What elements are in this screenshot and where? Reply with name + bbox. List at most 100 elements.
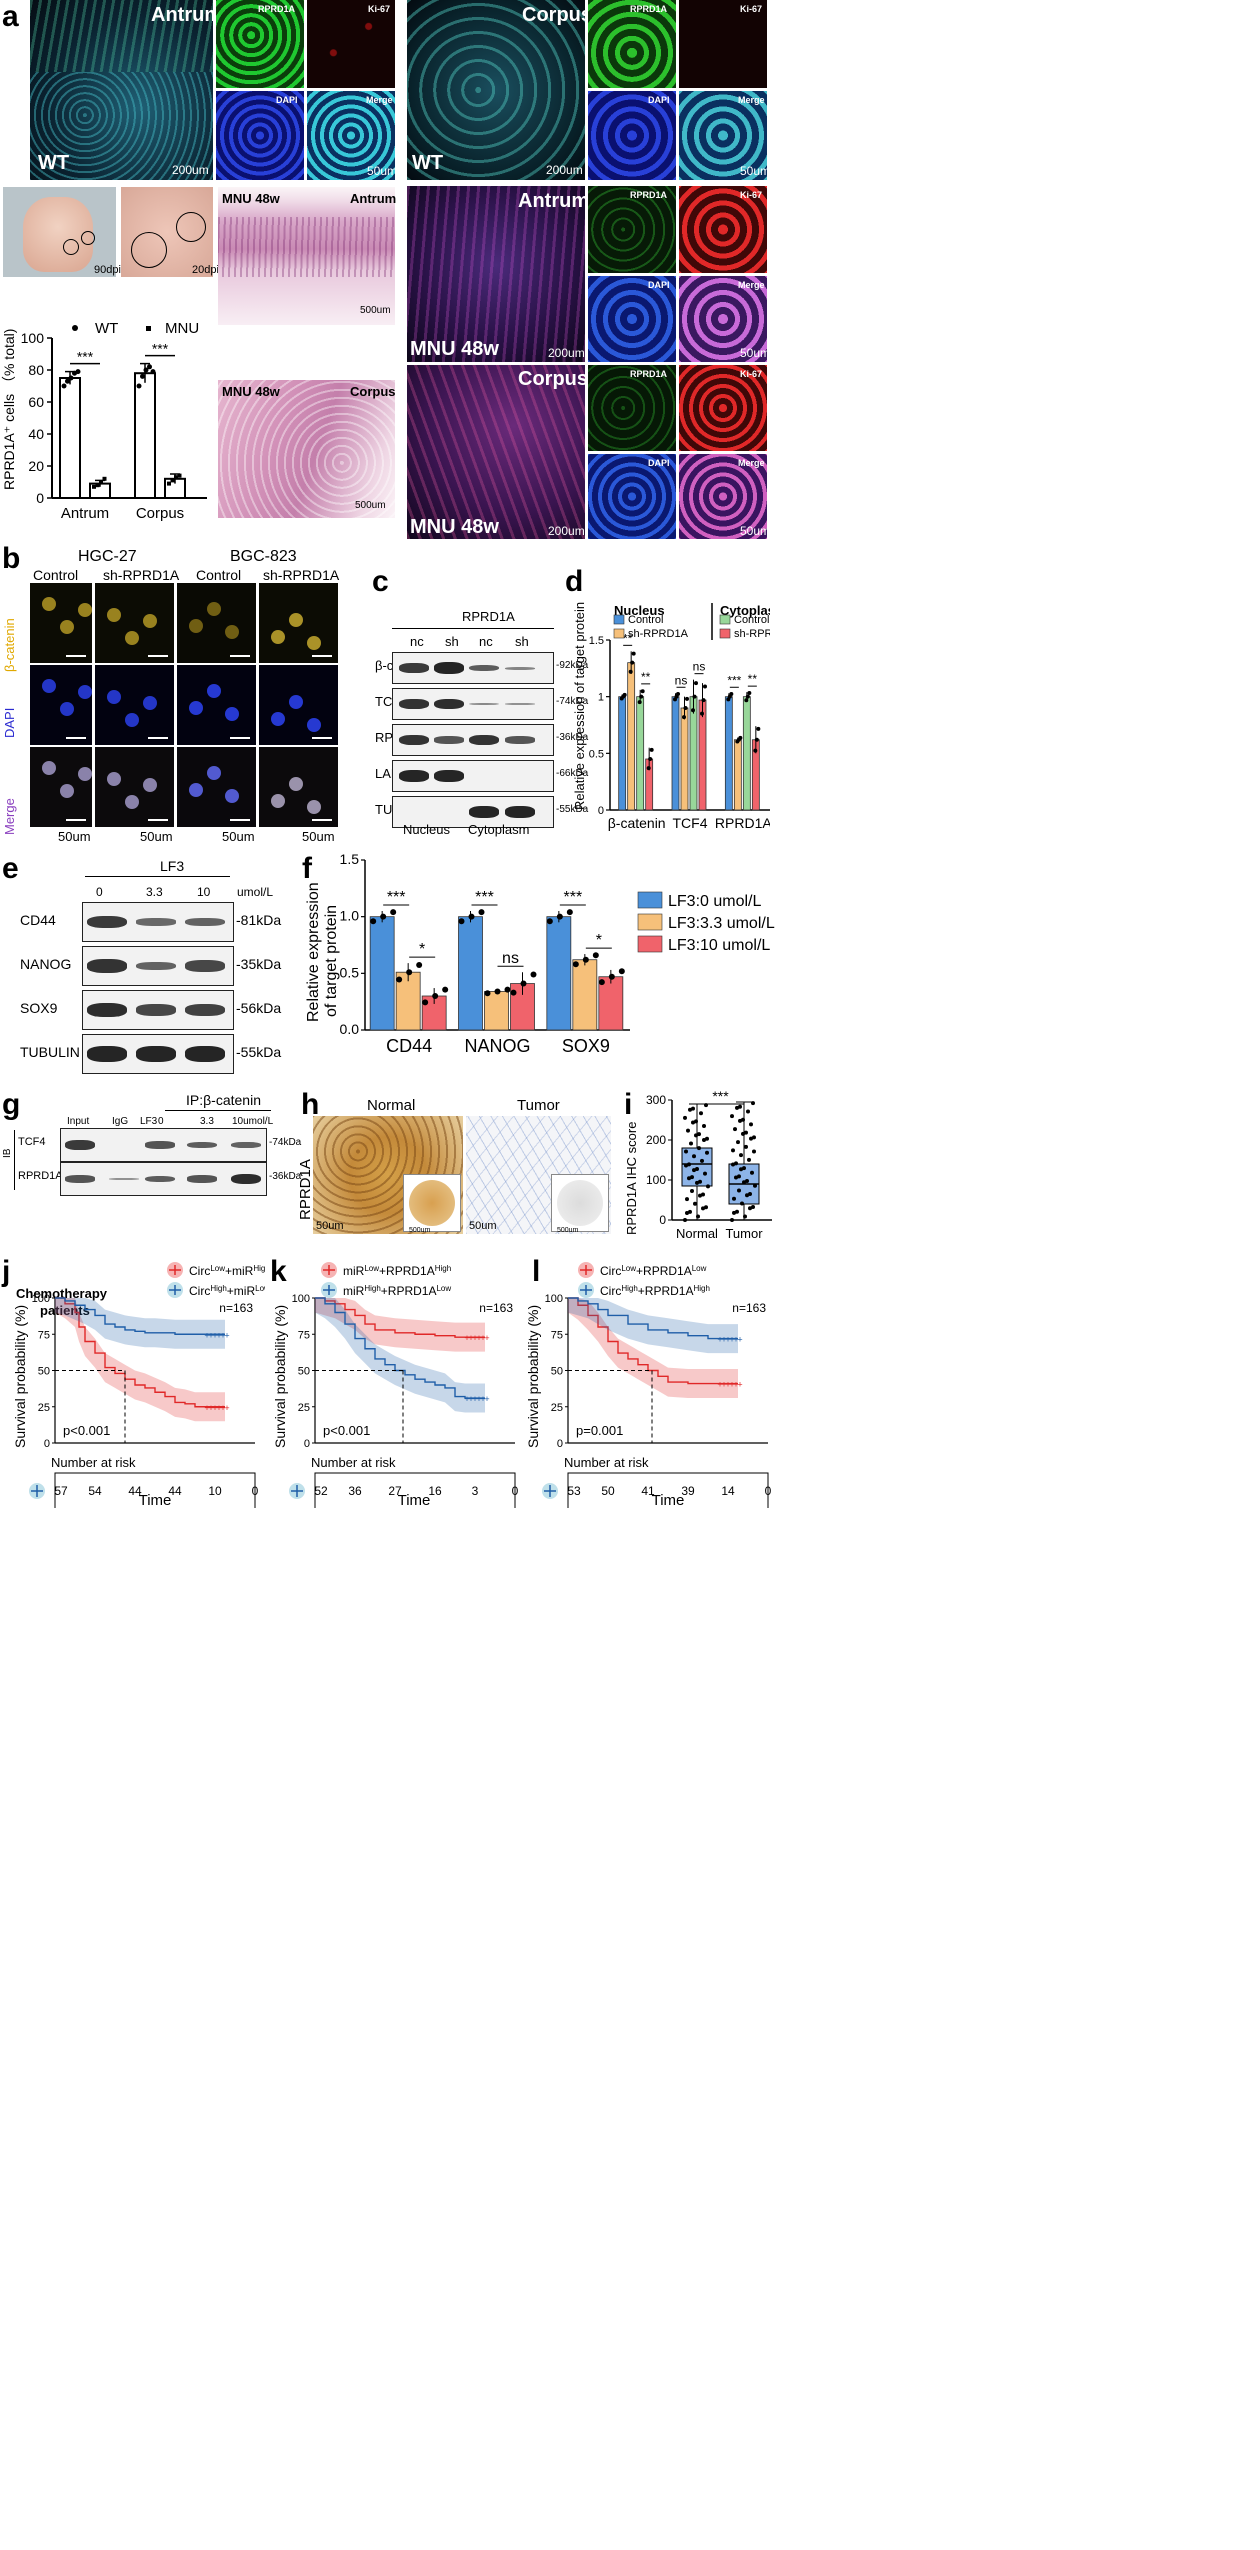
blot-size-label: -36kDa xyxy=(269,1171,302,1182)
risk-count: 50 xyxy=(601,1484,615,1498)
data-point xyxy=(735,1105,739,1110)
blot-size-label: -74kDa xyxy=(556,696,589,707)
data-point xyxy=(690,1175,694,1180)
panel-g-ib-bracket xyxy=(14,1130,15,1190)
risk-count: 0 xyxy=(252,1484,259,1498)
if-image xyxy=(95,583,174,663)
blot-row xyxy=(82,902,234,942)
cell-blob xyxy=(307,718,321,732)
cell-blob xyxy=(271,712,285,726)
data-point xyxy=(738,735,743,740)
mnu-corpus-region-label: Corpus xyxy=(518,368,588,390)
data-point xyxy=(749,1122,753,1127)
blot-band xyxy=(399,770,429,782)
risk-table-title: Number at risk xyxy=(51,1455,136,1470)
y-axis-label: RPRD1A IHC score xyxy=(624,1122,639,1235)
if-image xyxy=(30,583,92,663)
bar xyxy=(689,696,698,811)
data-point xyxy=(752,1135,756,1140)
cell-blob xyxy=(189,701,203,715)
cell-blob xyxy=(207,602,221,616)
blot-band xyxy=(136,918,176,926)
cell-blob xyxy=(42,761,56,775)
data-point xyxy=(174,475,178,480)
blot-band xyxy=(434,770,464,782)
censor-mark: + xyxy=(212,1403,217,1413)
data-point xyxy=(640,689,645,694)
sig-label: * xyxy=(596,932,602,949)
risk-count: 57 xyxy=(54,1484,68,1498)
legend-label: CircLow+RPRD1ALow xyxy=(600,1264,707,1279)
data-point xyxy=(75,369,81,375)
data-point xyxy=(751,1101,755,1106)
blot-band xyxy=(399,663,429,673)
censor-mark: + xyxy=(468,1394,473,1404)
data-point xyxy=(631,651,636,656)
censor-mark: + xyxy=(224,1330,229,1340)
data-point xyxy=(684,1163,688,1168)
data-point xyxy=(747,1157,751,1162)
data-point xyxy=(744,1130,748,1135)
if-image xyxy=(95,665,174,745)
data-point xyxy=(698,1179,702,1184)
sig-label: ns xyxy=(675,673,688,687)
data-point xyxy=(688,1107,692,1112)
cell-blob xyxy=(107,608,121,622)
stomach-gross-photo-2 xyxy=(121,187,213,277)
risk-count: 10 xyxy=(208,1484,222,1498)
data-point xyxy=(442,986,449,993)
blot-protein-label: CD44 xyxy=(20,912,56,928)
p-label: p<0.001 xyxy=(63,1423,110,1438)
data-point xyxy=(618,968,625,975)
censor-mark: + xyxy=(476,1394,481,1404)
data-point xyxy=(705,1136,709,1141)
sig-label: *** xyxy=(712,1090,729,1104)
censor-mark: + xyxy=(464,1333,469,1343)
legend-label: Control xyxy=(628,614,663,626)
data-point xyxy=(637,700,642,705)
sig-label: ns xyxy=(502,950,519,967)
x-axis-label: Time xyxy=(398,1492,431,1508)
data-point xyxy=(741,1117,745,1122)
panel-e-header: LF3 xyxy=(160,858,185,874)
cell-blob xyxy=(143,696,157,710)
blot-band xyxy=(136,962,176,970)
data-point xyxy=(743,1214,747,1219)
scale-bar xyxy=(312,737,332,739)
blot-row xyxy=(82,990,234,1030)
data-point xyxy=(689,1141,693,1146)
risk-count: 44 xyxy=(128,1484,142,1498)
data-point xyxy=(731,1162,735,1167)
risk-count: 0 xyxy=(765,1484,772,1498)
data-point xyxy=(706,1184,710,1189)
data-point xyxy=(691,1106,695,1111)
x-tick-label: SOX9 xyxy=(562,1036,610,1056)
blot-row xyxy=(392,688,554,720)
panel-c-fraction-cytoplasm: Cytoplasm xyxy=(468,822,530,837)
legend-swatch xyxy=(719,614,731,625)
bar xyxy=(636,696,645,811)
censor-mark: + xyxy=(224,1403,229,1413)
panel-b-scale-2: 50um xyxy=(140,829,173,844)
risk-count: 0 xyxy=(512,1484,519,1498)
panel-letter-c: c xyxy=(372,565,389,598)
wt-antrum-inset-label-dapi: DAPI xyxy=(276,95,298,105)
mnu-antrum-inset-label-ki67: Ki-67 xyxy=(740,190,763,200)
wt-antrum-genotype-label: WT xyxy=(38,152,70,174)
panel-c-lane-4: sh xyxy=(515,634,529,649)
wt-antrum-dapi-inset xyxy=(216,91,304,180)
data-point xyxy=(546,918,553,925)
scale-bar xyxy=(148,819,168,821)
panel-g-header-line xyxy=(165,1110,271,1111)
data-point xyxy=(646,766,651,771)
data-point xyxy=(701,698,706,703)
blot-protein-label: NANOG xyxy=(20,956,72,972)
legend-marker-wt xyxy=(72,325,78,331)
data-point xyxy=(177,473,182,478)
confidence-band xyxy=(55,1298,225,1422)
data-point xyxy=(694,681,698,686)
y-tick-label: 1.0 xyxy=(340,908,360,924)
data-point xyxy=(702,1137,706,1142)
data-point xyxy=(683,706,688,710)
data-point xyxy=(432,993,439,999)
